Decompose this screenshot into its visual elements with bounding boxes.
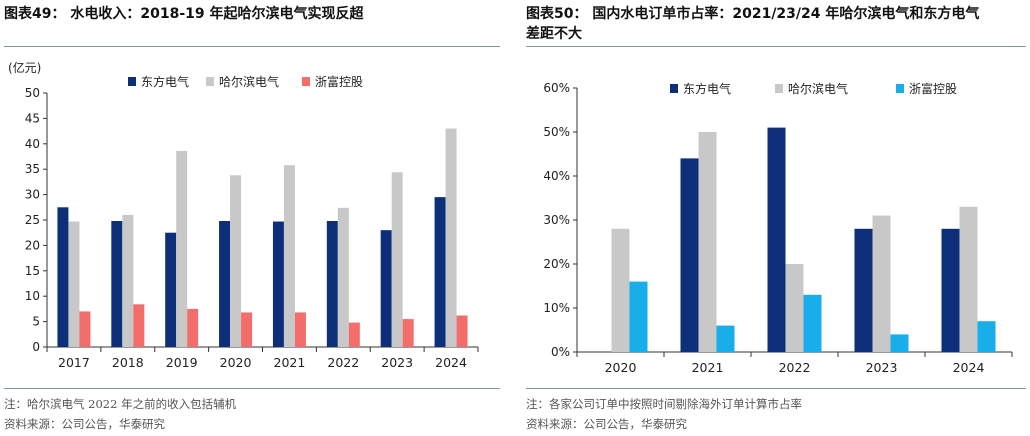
y-tick-label: 40% <box>543 169 570 183</box>
x-tick-label: 2017 <box>58 355 90 370</box>
y-tick-label: 40 <box>25 137 40 151</box>
left-chart-title: 图表49： 水电收入：2018-19 年起哈尔滨电气实现反超 <box>4 6 364 22</box>
bar-2021-浙富控股 <box>294 312 306 347</box>
x-tick-label: 2024 <box>953 360 985 375</box>
bar-2022-浙富控股 <box>803 294 822 352</box>
bar-2017-浙富控股 <box>79 311 91 347</box>
x-tick-label: 2021 <box>274 355 306 370</box>
bar-2022-浙富控股 <box>348 322 360 347</box>
bar-2024-浙富控股 <box>456 315 468 347</box>
bar-2024-东方电气 <box>941 228 960 352</box>
left-source: 资料来源：公司公告，华泰研究 <box>4 417 165 431</box>
y-tick-label: 0 <box>32 340 40 354</box>
x-tick-label: 2023 <box>866 360 898 375</box>
bar-2017-哈尔滨电气 <box>68 221 80 347</box>
y-tick-label: 35 <box>25 162 40 176</box>
right-panel: 图表50： 国内水电订单市占率：2021/23/24 年哈尔滨电气和东方电气 差… <box>522 0 1030 436</box>
bar-2023-哈尔滨电气 <box>872 215 891 352</box>
y-tick-label: 5 <box>32 315 40 329</box>
right-footer-divider <box>526 388 1026 389</box>
legend-label-哈尔滨电气: 哈尔滨电气 <box>788 81 848 96</box>
legend-swatch-东方电气 <box>670 84 678 93</box>
bar-2023-浙富控股 <box>402 319 414 347</box>
x-tick-label: 2022 <box>779 360 811 375</box>
y-tick-label: 50 <box>25 86 40 100</box>
y-tick-label: 20% <box>543 257 570 271</box>
legend-swatch-浙富控股 <box>302 77 310 86</box>
left-bar-chart: 0 5 10 15 20 25 30 35 40 45 50 (亿元) 2017 2018 2019 2020… <box>8 60 479 370</box>
bar-2018-东方电气 <box>111 221 123 347</box>
legend-swatch-浙富控股 <box>896 84 904 93</box>
left-title-divider <box>4 46 500 47</box>
x-tick-label: 2020 <box>220 355 252 370</box>
y-axis-title: (亿元) <box>8 60 41 75</box>
right-title-line2: 差距不大 <box>526 26 582 42</box>
y-tick-label: 20 <box>25 238 40 252</box>
bar-2019-浙富控股 <box>187 308 199 347</box>
bar-2023-东方电气 <box>854 228 873 352</box>
bar-2019-东方电气 <box>165 232 177 347</box>
bar-2019-哈尔滨电气 <box>176 150 188 347</box>
bar-2021-东方电气 <box>272 221 284 347</box>
bar-2024-东方电气 <box>434 197 446 347</box>
y-tick-label: 25 <box>25 213 40 227</box>
right-note: 注：各家公司订单中按照时间剔除海外订单计算市占率 <box>526 397 802 411</box>
left-panel: 图表49： 水电收入：2018-19 年起哈尔滨电气实现反超 0 5 10 15 20 2… <box>0 0 512 436</box>
x-tick-label: 2023 <box>381 355 413 370</box>
y-tick-label: 10% <box>543 301 570 315</box>
y-tick-label: 30 <box>25 188 40 202</box>
legend-swatch-东方电气 <box>128 77 136 86</box>
legend-swatch-哈尔滨电气 <box>775 84 783 93</box>
bar-2021-东方电气 <box>680 158 699 352</box>
bar-2023-东方电气 <box>380 230 392 347</box>
bar-2024-哈尔滨电气 <box>445 128 457 347</box>
bar-2020-浙富控股 <box>629 281 648 352</box>
bar-2023-哈尔滨电气 <box>391 172 403 347</box>
y-tick-label: 60% <box>543 81 570 95</box>
bar-2022-哈尔滨电气 <box>785 264 804 352</box>
legend-label-哈尔滨电气: 哈尔滨电气 <box>219 74 279 89</box>
y-tick-label: 30% <box>543 213 570 227</box>
y-tick-label: 45 <box>25 111 40 125</box>
x-tick-label: 2020 <box>605 360 637 375</box>
right-chart-title: 图表50： 国内水电订单市占率：2021/23/24 年哈尔滨电气和东方电气 差… <box>526 4 979 44</box>
bar-2023-浙富控股 <box>890 334 909 352</box>
bar-2021-哈尔滨电气 <box>698 132 717 352</box>
bar-2024-哈尔滨电气 <box>959 206 978 352</box>
right-bar-chart: 0% 10% 20% 30% 40% 50% 60% 2020 2021 2022 2023 2024… <box>543 81 1013 375</box>
bar-2018-哈尔滨电气 <box>122 214 134 347</box>
bar-2020-东方电气 <box>219 221 231 347</box>
bar-2021-浙富控股 <box>716 325 735 352</box>
x-tick-label: 2021 <box>692 360 724 375</box>
legend-label-东方电气: 东方电气 <box>141 74 189 89</box>
bar-2022-东方电气 <box>326 221 338 347</box>
bar-2024-浙富控股 <box>977 321 996 352</box>
bar-2020-浙富控股 <box>241 312 253 347</box>
bar-2021-哈尔滨电气 <box>283 165 295 347</box>
bar-2022-东方电气 <box>767 127 786 352</box>
x-tick-label: 2018 <box>112 355 144 370</box>
legend-swatch-哈尔滨电气 <box>206 77 214 86</box>
right-title-divider <box>526 46 1026 47</box>
bar-2018-浙富控股 <box>133 304 145 347</box>
y-tick-label: 50% <box>543 125 570 139</box>
legend-label-东方电气: 东方电气 <box>683 81 731 96</box>
y-tick-label: 10 <box>25 289 40 303</box>
left-note: 注：哈尔滨电气 2022 年之前的收入包括辅机 <box>4 397 237 411</box>
bar-2020-哈尔滨电气 <box>611 228 630 352</box>
right-title-line1: 图表50： 国内水电订单市占率：2021/23/24 年哈尔滨电气和东方电气 <box>526 6 980 22</box>
bar-2017-东方电气 <box>57 207 69 347</box>
x-tick-label: 2019 <box>166 355 198 370</box>
bar-2020-哈尔滨电气 <box>230 175 242 347</box>
y-tick-label: 0% <box>551 345 570 359</box>
bar-2022-哈尔滨电气 <box>337 207 349 347</box>
y-tick-label: 15 <box>25 264 40 278</box>
x-tick-label: 2022 <box>327 355 359 370</box>
x-tick-label: 2024 <box>435 355 467 370</box>
right-source: 资料来源：公司公告，华泰研究 <box>526 417 687 431</box>
legend-label-浙富控股: 浙富控股 <box>315 74 363 89</box>
legend-label-浙富控股: 浙富控股 <box>909 81 957 96</box>
left-footer-divider <box>4 388 500 389</box>
